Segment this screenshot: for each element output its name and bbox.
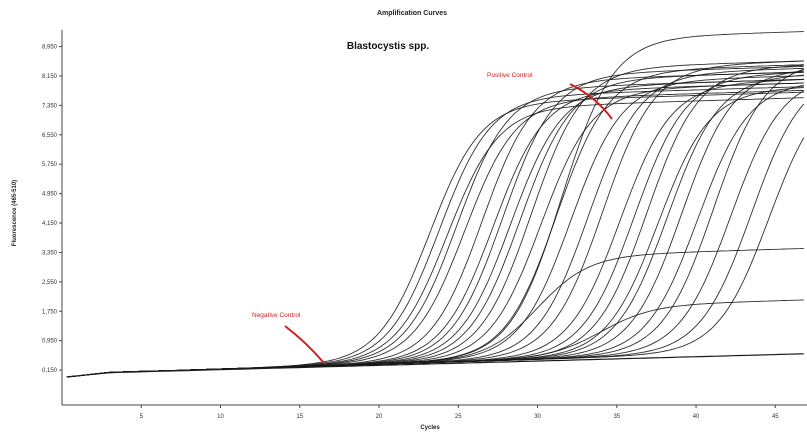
amplification-curve (66, 31, 804, 378)
y-tick-label: 6,550 (42, 133, 58, 139)
amplification-curve (66, 71, 804, 378)
amplification-curve (66, 71, 804, 378)
amplification-curve (66, 78, 804, 378)
amplification-curve (66, 68, 804, 378)
y-tick-label: 4,150 (42, 221, 58, 227)
x-tick-label: 40 (693, 414, 700, 420)
y-axis-ticks: 0,150 0,950 1,750 2,550 3,350 4,150 4,950 5,750… (42, 45, 62, 374)
positive-control-label: Positive Control (487, 72, 533, 79)
y-tick-label: 3,350 (42, 250, 58, 256)
x-tick-label: 45 (772, 414, 779, 420)
x-tick-label: 30 (534, 414, 541, 420)
amplification-curve (66, 91, 804, 378)
amplification-curve (66, 299, 804, 378)
y-tick-label: 1,750 (42, 309, 58, 315)
y-tick-label: 4,950 (42, 192, 58, 198)
y-tick-label: 8,950 (42, 45, 58, 51)
chart-title: Amplification Curves (377, 10, 447, 17)
amplification-curve (66, 97, 804, 378)
x-axis-label: Cycles (420, 425, 440, 431)
amplification-curve (66, 137, 805, 378)
x-tick-label: 10 (217, 414, 224, 420)
amplification-curve (66, 74, 804, 378)
amplification-curve (66, 64, 804, 378)
y-axis-label: Fluorescence (465-510) (12, 180, 18, 246)
amplification-curve (66, 66, 804, 378)
x-tick-label: 5 (140, 414, 144, 420)
positive-control-arrow (569, 83, 613, 120)
amplification-curves (66, 31, 805, 378)
negative-control-arrow (284, 325, 325, 364)
y-tick-label: 7,350 (42, 103, 58, 109)
negative-control-label: Negative Control (252, 312, 301, 319)
amplification-curve (66, 84, 804, 378)
y-tick-label: 2,550 (42, 280, 58, 286)
amplification-curve (66, 64, 804, 378)
amplification-curve (66, 75, 804, 378)
amplification-curve (66, 78, 804, 378)
y-tick-label: 5,750 (42, 162, 58, 168)
x-axis-ticks: 5 10 15 20 25 30 35 40 45 (140, 405, 779, 420)
positive-control-annotation: Positive Control (487, 72, 613, 120)
y-tick-label: 8,150 (42, 74, 58, 80)
chart-subtitle: Blastocystis spp. (347, 41, 429, 52)
x-tick-label: 15 (296, 414, 303, 420)
amplification-curve (66, 89, 804, 378)
amplification-curve (66, 71, 804, 378)
y-tick-label: 0,150 (42, 368, 58, 374)
negative-control-curve (66, 353, 804, 378)
x-tick-label: 20 (376, 414, 383, 420)
y-tick-label: 0,950 (42, 339, 58, 345)
amplification-curve (66, 90, 805, 378)
amplification-curve (66, 67, 804, 378)
amplification-curve (66, 70, 804, 378)
amplification-curve (66, 79, 804, 378)
x-tick-label: 25 (455, 414, 462, 420)
x-tick-label: 35 (613, 414, 620, 420)
negative-control-annotation: Negative Control (252, 312, 325, 364)
